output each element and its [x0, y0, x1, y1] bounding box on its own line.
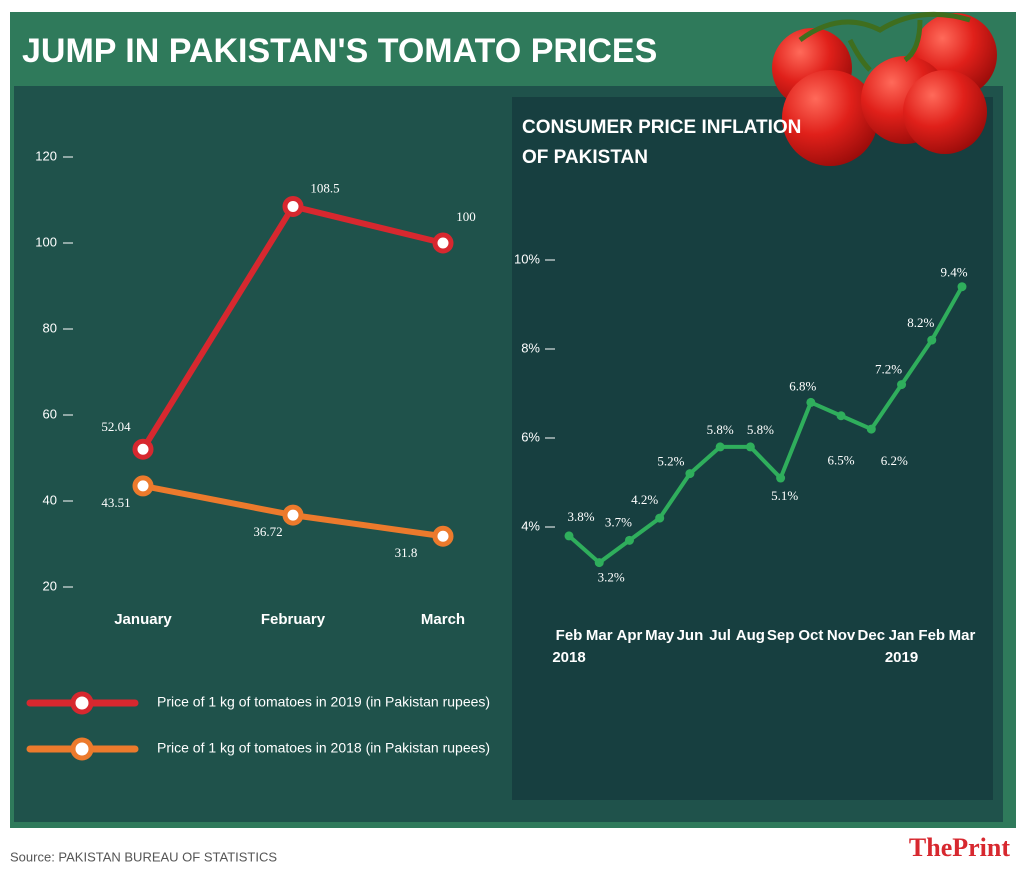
- x-tick-label: Jul: [709, 627, 731, 644]
- point: [624, 535, 634, 545]
- y-tick-label: 80: [43, 320, 57, 335]
- value-label: 36.72: [253, 524, 282, 539]
- value-label: 3.8%: [567, 509, 594, 524]
- x-tick-label: Jun: [677, 627, 704, 644]
- x-tick-label: February: [261, 611, 326, 628]
- y-tick-label: 10%: [514, 251, 540, 266]
- value-label: 5.8%: [707, 422, 734, 437]
- value-label: 5.2%: [657, 454, 684, 469]
- point: [282, 195, 304, 217]
- point: [685, 469, 695, 479]
- value-label: 6.5%: [828, 453, 855, 468]
- y-tick-label: 4%: [521, 518, 540, 533]
- x-tick-label: March: [421, 611, 465, 628]
- point: [836, 411, 846, 421]
- legend-label: Price of 1 kg of tomatoes in 2019 (in Pa…: [157, 694, 490, 710]
- point: [806, 397, 816, 407]
- x-tick-label: Oct: [798, 627, 823, 644]
- y-tick-label: 60: [43, 406, 57, 421]
- brand: ThePrint: [909, 833, 1010, 862]
- point: [957, 282, 967, 292]
- point: [432, 232, 454, 254]
- x-tick-label: Feb: [918, 627, 945, 644]
- point: [594, 558, 604, 568]
- x-year-label: 2018: [552, 649, 585, 666]
- point: [132, 475, 154, 497]
- value-label: 5.8%: [747, 422, 774, 437]
- y-tick-label: 6%: [521, 429, 540, 444]
- value-label: 3.7%: [605, 514, 632, 529]
- point: [132, 438, 154, 460]
- value-label: 6.8%: [789, 378, 816, 393]
- point: [432, 525, 454, 547]
- legend-marker: [70, 737, 94, 761]
- tomatoes: [772, 11, 997, 166]
- value-label: 43.51: [101, 495, 130, 510]
- value-label: 108.5: [310, 180, 339, 195]
- x-tick-label: Feb: [556, 627, 583, 644]
- x-tick-label: May: [645, 627, 675, 644]
- value-label: 3.2%: [598, 570, 625, 585]
- value-label: 31.8: [395, 545, 418, 560]
- point: [897, 380, 907, 390]
- value-label: 100: [456, 209, 476, 224]
- y-tick-label: 20: [43, 578, 57, 593]
- y-tick-label: 40: [43, 492, 57, 507]
- point: [715, 442, 725, 452]
- y-tick-label: 100: [35, 234, 57, 249]
- point: [776, 473, 786, 483]
- x-tick-label: Nov: [827, 627, 856, 644]
- brand-print: Print: [952, 833, 1010, 862]
- value-label: 4.2%: [631, 492, 658, 507]
- value-label: 52.04: [101, 419, 131, 434]
- x-tick-label: Mar: [586, 627, 613, 644]
- inflation-title: CONSUMER PRICE INFLATION: [522, 117, 801, 138]
- value-label: 5.1%: [771, 488, 798, 503]
- inflation-title: OF PAKISTAN: [522, 147, 648, 168]
- x-tick-label: Jan: [889, 627, 915, 644]
- point: [282, 504, 304, 526]
- x-tick-label: Aug: [736, 627, 765, 644]
- value-label: 7.2%: [875, 362, 902, 377]
- legend-label: Price of 1 kg of tomatoes in 2018 (in Pa…: [157, 740, 490, 756]
- source: Source: PAKISTAN BUREAU OF STATISTICS: [10, 849, 277, 864]
- y-tick-label: 8%: [521, 340, 540, 355]
- brand-the: The: [909, 833, 952, 862]
- value-label: 6.2%: [881, 453, 908, 468]
- y-tick-label: 120: [35, 148, 57, 163]
- x-tick-label: Apr: [617, 627, 643, 644]
- x-year-label: 2019: [885, 649, 918, 666]
- point: [745, 442, 755, 452]
- point: [564, 531, 574, 541]
- point: [927, 335, 937, 345]
- legend-marker: [70, 691, 94, 715]
- x-tick-label: Sep: [767, 627, 795, 644]
- x-tick-label: Dec: [858, 627, 886, 644]
- series-line: [567, 285, 964, 565]
- point: [655, 513, 665, 523]
- value-label: 8.2%: [907, 315, 934, 330]
- point: [866, 424, 876, 434]
- value-label: 9.4%: [940, 265, 967, 280]
- x-tick-label: Mar: [949, 627, 976, 644]
- page-title: JUMP IN PAKISTAN'S TOMATO PRICES: [22, 32, 657, 70]
- x-tick-label: January: [114, 611, 172, 628]
